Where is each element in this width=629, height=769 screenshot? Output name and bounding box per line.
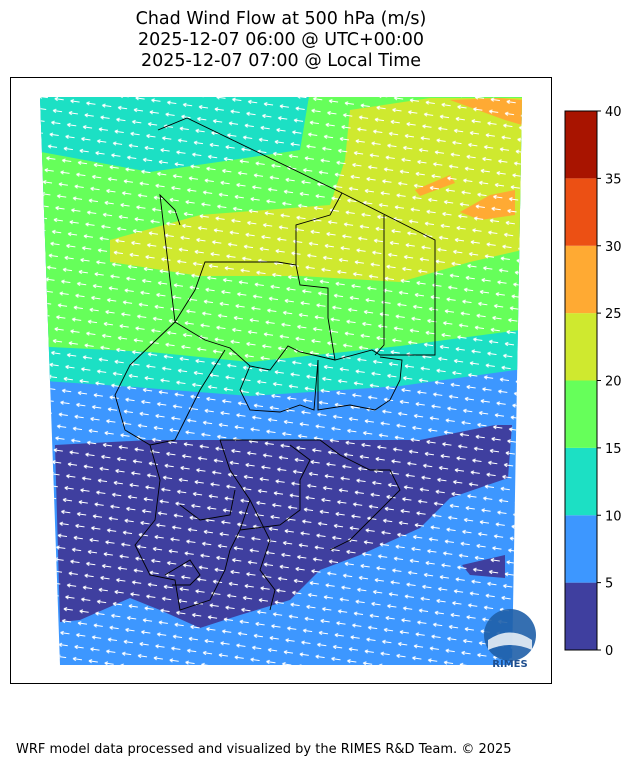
- colorbar-tick-label: 5: [605, 577, 613, 592]
- chad-border: [157, 117, 436, 371]
- map-title: Chad Wind Flow at 500 hPa (m/s): [135, 9, 427, 29]
- colorbar-tick-label: 40: [605, 105, 622, 120]
- colorbar-bin-30-35: [565, 178, 597, 246]
- colorbar-bin-35-40: [565, 111, 597, 179]
- colorbar-bin-25-30: [565, 245, 597, 314]
- colorbar-bin-15-20: [565, 380, 597, 448]
- colorbar-tick-label: 0: [605, 644, 613, 659]
- colorbar-bin-0-5: [565, 582, 597, 650]
- colorbar-bin-10-15: [565, 447, 597, 516]
- colorbar-tick-label: 25: [605, 307, 622, 322]
- colorbar-bin-20-25: [565, 313, 597, 381]
- country-borders: [114, 117, 436, 611]
- colorbar-tick-label: 15: [605, 442, 622, 457]
- colorbar-tick-label: 35: [605, 172, 622, 187]
- rimes-logo: RIMES: [484, 609, 536, 670]
- utc-time: 2025-12-07 06:00 @ UTC+00:00: [137, 30, 425, 50]
- wind-arrows: [40, 97, 522, 665]
- footer-credit: WRF model data processed and visualized …: [16, 742, 512, 757]
- map-frame: [10, 77, 552, 684]
- colorbar-tick-label: 20: [605, 375, 622, 390]
- colorbar-tick-label: 30: [605, 240, 622, 255]
- local-time: 2025-12-07 07:00 @ Local Time: [140, 51, 422, 71]
- svg-text:RIMES: RIMES: [492, 659, 527, 670]
- colorbar-bin-5-10: [565, 515, 597, 583]
- colorbar-tick-label: 10: [605, 509, 622, 524]
